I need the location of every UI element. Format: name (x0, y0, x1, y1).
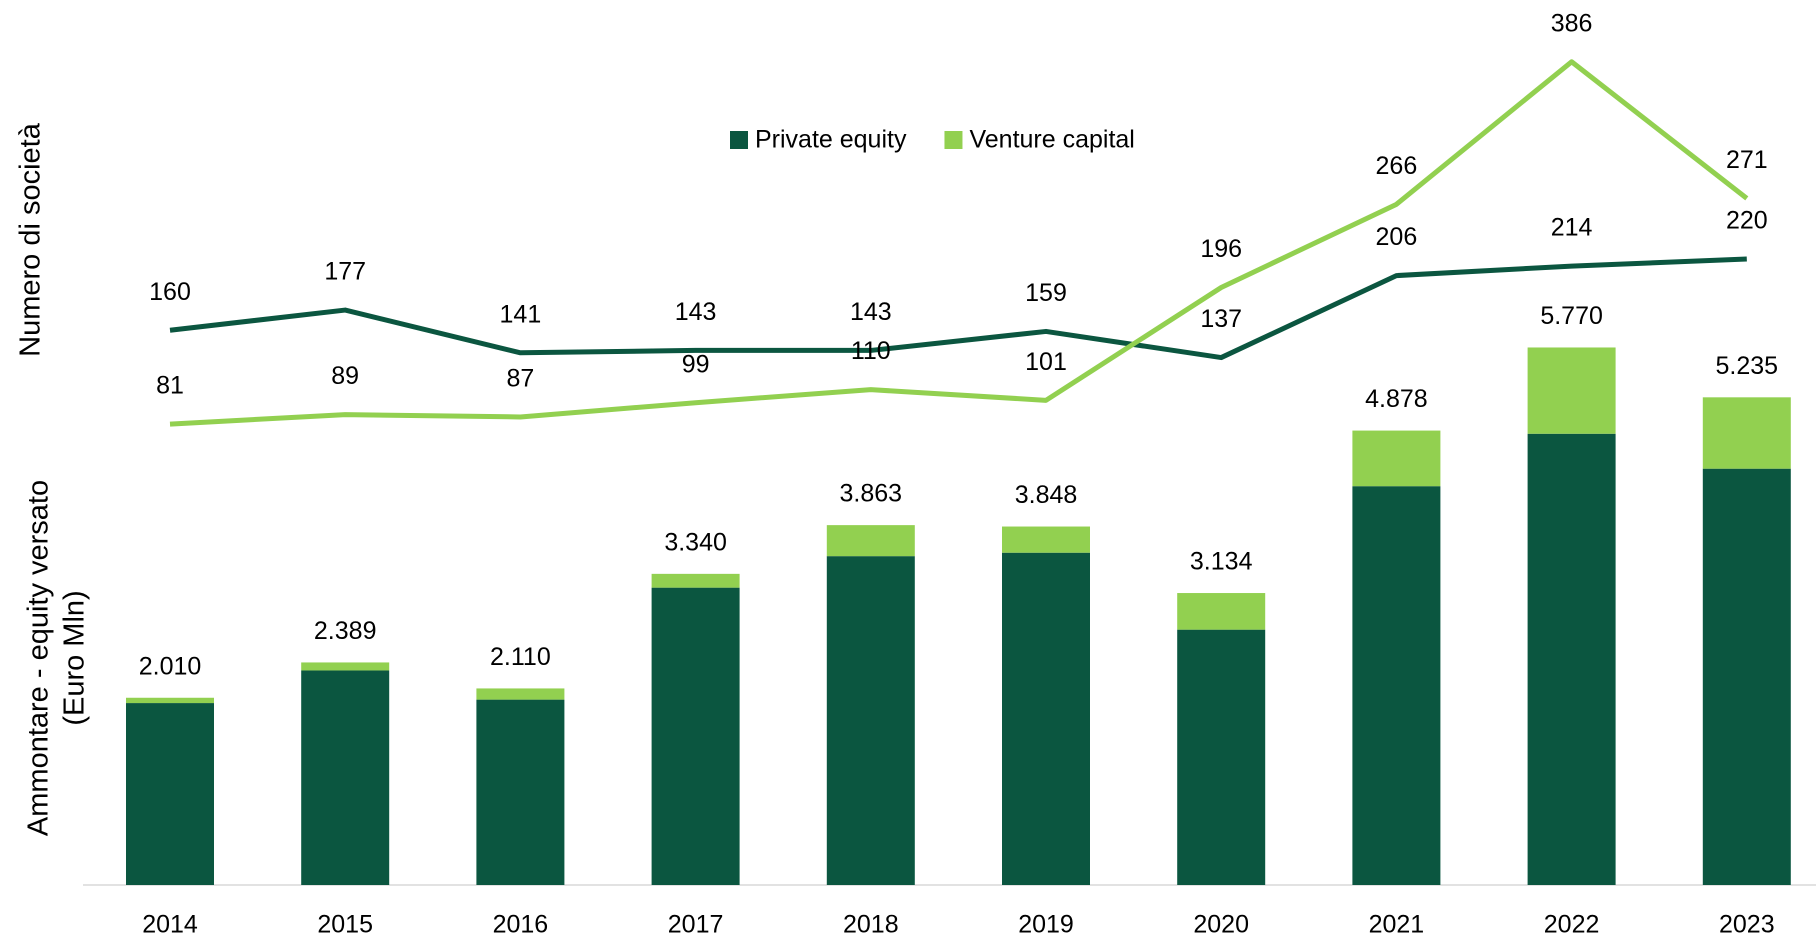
bar-segment (1177, 629, 1266, 885)
bar-segment (1527, 433, 1616, 885)
bar-segment (476, 699, 565, 885)
data-label: 159 (1025, 279, 1067, 307)
bar-segment (1002, 552, 1090, 885)
data-label: 220 (1726, 207, 1768, 235)
data-label: 196 (1200, 235, 1242, 263)
y2-axis-label: Numero di società (15, 122, 47, 357)
bar-segment (476, 688, 565, 700)
x-tick-label: 2015 (317, 911, 373, 939)
total-label: 5.235 (1716, 352, 1779, 380)
data-label: 143 (850, 298, 892, 326)
line (169, 59, 1749, 427)
legend-swatch (944, 131, 963, 149)
legend-swatch (730, 131, 748, 149)
data-label: 89 (331, 362, 359, 390)
data-label: 101 (1025, 348, 1067, 376)
total-label: 4.878 (1365, 385, 1428, 413)
data-label: 137 (1200, 305, 1242, 333)
data-label: 177 (324, 258, 366, 286)
legend-label: Private equity (755, 126, 907, 154)
bar-segment (651, 587, 740, 885)
data-label: 206 (1376, 223, 1418, 251)
bar-segment (301, 670, 390, 885)
total-label: 2.389 (314, 617, 377, 645)
bar-segment (1702, 397, 1791, 469)
data-label: 99 (682, 350, 710, 378)
data-label: 110 (851, 337, 891, 365)
bar-segment (651, 573, 740, 588)
total-label: 2.110 (490, 643, 551, 671)
data-label: 271 (1726, 146, 1768, 174)
line (169, 256, 1747, 361)
x-tick-label: 2017 (668, 911, 724, 939)
total-label: 2.010 (139, 652, 202, 680)
data-label: 266 (1376, 152, 1418, 180)
data-label: 81 (156, 372, 184, 400)
bar-segment (826, 525, 915, 557)
data-label: 141 (500, 300, 542, 328)
bar-segment (1527, 347, 1616, 434)
data-label: 214 (1551, 214, 1593, 242)
x-tick-label: 2020 (1193, 911, 1249, 939)
total-label: 3.863 (840, 480, 903, 508)
x-tick-label: 2021 (1369, 911, 1425, 939)
bar-segment (1177, 593, 1266, 630)
y-axis-label: Ammontare - equity versato (23, 480, 55, 836)
x-tick-label: 2014 (142, 911, 198, 939)
total-label: 3.134 (1190, 548, 1253, 576)
total-label: 3.848 (1015, 481, 1078, 509)
bar-segment (1002, 526, 1090, 553)
y-axis-label: (Euro Mln) (59, 590, 91, 725)
bar-segment (301, 662, 390, 671)
bar-segment (126, 703, 214, 885)
x-tick-label: 2023 (1719, 911, 1775, 939)
bar-segment (826, 556, 915, 885)
bar-segment (1352, 430, 1441, 487)
total-label: 3.340 (664, 528, 727, 556)
data-label: 87 (506, 365, 534, 393)
x-tick-label: 2016 (493, 911, 549, 939)
legend-label: Venture capital (969, 126, 1134, 154)
x-tick-label: 2018 (843, 911, 899, 939)
x-tick-label: 2022 (1544, 911, 1600, 939)
data-label: 160 (149, 278, 191, 306)
data-label: 386 (1551, 9, 1593, 37)
bar-segment (1352, 486, 1441, 885)
bar-segment (1702, 468, 1791, 885)
bar-segment (126, 697, 214, 704)
x-tick-label: 2019 (1018, 911, 1074, 939)
total-label: 5.770 (1540, 302, 1603, 330)
data-label: 143 (675, 298, 717, 326)
